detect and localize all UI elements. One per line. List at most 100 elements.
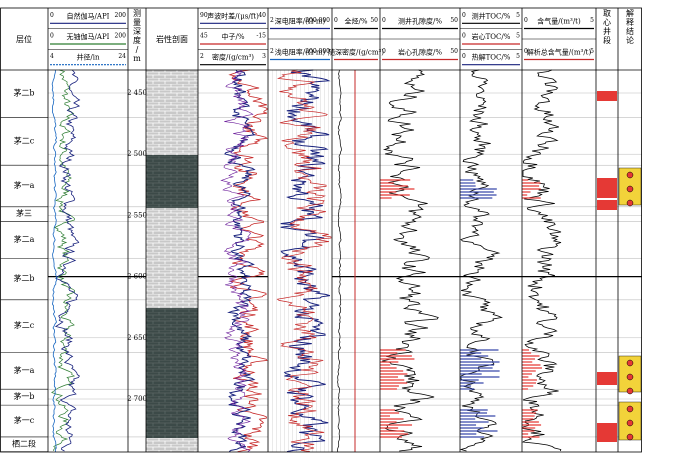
scale-left: 0 [462,33,466,40]
depth-label: 2 500 [127,150,147,158]
scale-label: 无铀伽马/API [67,32,110,41]
frame [0,7,642,453]
log-curve [276,69,332,452]
lithology-dark [146,155,198,208]
core-interval [597,423,617,442]
layer-name: 茅二c [14,320,35,330]
scale-left: 0 [382,48,386,55]
scale-right: 24 [118,53,126,60]
header-depth: 测量深度/m [133,9,141,63]
depth-label: 2 600 [127,273,147,281]
scale-label: 测井TOC/% [472,11,511,20]
lithology-dark [146,308,198,438]
header-layer: 层位 [16,34,32,44]
log-curve [51,69,76,451]
log-curve [54,69,81,452]
scale-left: 0 [524,17,528,24]
scale-left: 0 [382,17,386,24]
resistivity-bg [268,70,332,452]
layer-name: 茅一a [14,180,35,190]
scale-left: 2 [270,17,274,24]
scale-label: 测井孔隙度/% [398,17,442,26]
scale-right: 5 [590,17,594,24]
scale-label: 全烃/% [344,17,367,26]
layer-name: 茅一b [13,391,34,401]
scale-label: 解析总含气量/(m³/t) [527,48,592,57]
header-conclusion: 解释结论 [626,8,634,45]
layer-name: 茅二b [13,88,34,98]
curves [51,69,642,453]
scale-left: 90 [200,12,208,19]
core-interval [597,91,617,101]
log-curve [51,69,58,453]
scale-label: 密度/(g/cm³) [212,53,254,62]
scale-right: -15 [256,33,266,40]
scale-left: 0 [462,12,466,19]
header-core: 取心井段 [603,9,611,45]
core-interval [597,178,617,198]
depth-label: 2 550 [127,211,147,219]
log-curve [336,69,342,453]
scale-left: 0 [334,17,338,24]
scale-label: 岩心TOC/% [472,32,511,41]
conclusion-icon [626,359,634,367]
scale-left: 4 [50,53,54,60]
conclusion-icon [626,387,634,395]
scale-left: 0 [524,48,528,55]
scale-right: 50 [450,17,458,24]
scale-left: 0 [50,12,54,19]
depth-label: 2 650 [127,334,147,342]
log-curve [224,69,257,453]
scale-right: 5 [516,33,520,40]
scale-right: 200 [115,33,127,40]
layer-name: 茅二a [14,234,35,244]
layer-name: 茅二c [14,135,35,145]
conclusion-icon [626,405,634,413]
scale-right: 50 [450,48,458,55]
log-curve [459,69,503,452]
conclusion-icon [626,419,634,427]
header-lithology: 岩性剖面 [156,34,188,44]
conclusion-icon [626,373,634,381]
scale-label: 中子/% [221,32,244,41]
scale-right: 200 000 [305,17,330,24]
core-interval [597,372,617,385]
conclusion-icon [626,185,634,193]
scale-label: 自然伽马/API [67,11,110,20]
layer-name: 茅二b [13,273,34,283]
scale-left: 2 [270,48,274,55]
log-curve [521,69,562,452]
scale-left: 0 [462,53,466,60]
scale-label: 浅电阻率/(Ω·m) [275,48,326,57]
log-curve [228,69,268,452]
layer-name: 栖二段 [12,438,36,448]
scale-label: 井径/in [76,53,100,62]
scale-right: 3 [262,53,266,60]
scale-right: 50 [370,17,378,24]
layer-name: 茅一a [14,365,35,375]
scale-right: 40 [258,12,266,19]
scale-label: 热解TOC/% [472,53,511,62]
core-interval [597,200,617,210]
depth-label: 2 700 [127,395,147,403]
scale-right: 5 [516,53,520,60]
conclusion-icon [626,171,634,179]
background [48,70,642,452]
depth-label: 2 450 [127,89,147,97]
scale-left: 0 [50,33,54,40]
scale-right: 5 [516,12,520,19]
layer-name: 茅一c [14,415,35,425]
scale-left: 45 [200,33,208,40]
scale-right: 5 [590,48,594,55]
layer-name: 茅三 [16,208,32,218]
conclusion-icon [626,433,634,441]
scale-label: 含气量/(m³/t) [537,17,581,26]
conclusion-icon [626,199,634,207]
log-curve [220,69,254,452]
scale-label: 深电阻率/(Ω·m) [275,17,326,26]
scale-left: 2 [200,53,204,60]
scale-label: 声波时差/(μs/ft) [207,11,259,20]
scale-label: 岩心孔隙度/% [398,48,442,57]
scale-right: 200 000 [305,48,330,55]
